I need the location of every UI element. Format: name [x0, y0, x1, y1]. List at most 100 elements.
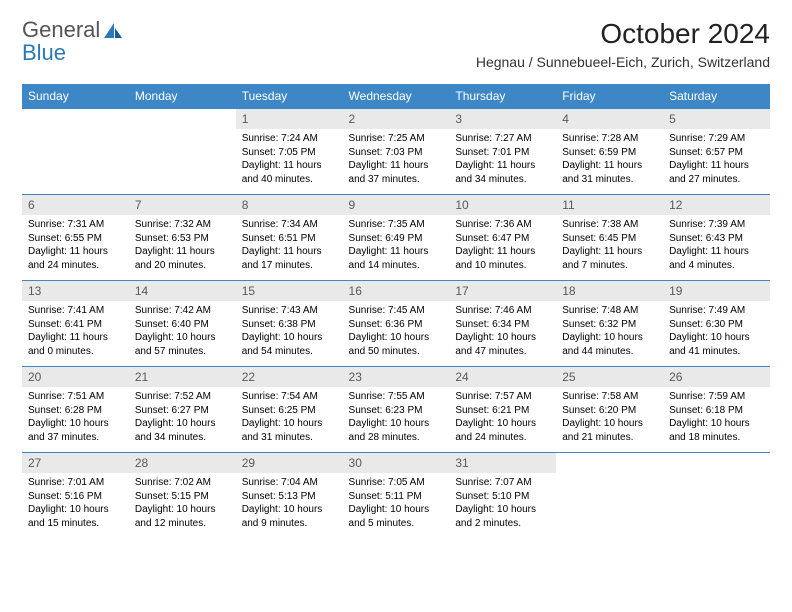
- sunrise-text: Sunrise: 7:54 AM: [242, 390, 337, 404]
- sunset-text: Sunset: 6:53 PM: [135, 232, 230, 246]
- sunset-text: Sunset: 7:01 PM: [455, 146, 550, 160]
- calendar-day-cell: [556, 453, 663, 539]
- day-number: 4: [556, 109, 663, 129]
- sunrise-text: Sunrise: 7:43 AM: [242, 304, 337, 318]
- daylight-text: Daylight: 11 hours and 31 minutes.: [562, 159, 657, 186]
- sunrise-text: Sunrise: 7:01 AM: [28, 476, 123, 490]
- sunrise-text: Sunrise: 7:29 AM: [669, 132, 764, 146]
- sunset-text: Sunset: 6:43 PM: [669, 232, 764, 246]
- sunrise-text: Sunrise: 7:27 AM: [455, 132, 550, 146]
- weekday-header: Thursday: [449, 84, 556, 109]
- sunset-text: Sunset: 6:36 PM: [349, 318, 444, 332]
- day-details: Sunrise: 7:43 AMSunset: 6:38 PMDaylight:…: [236, 301, 343, 362]
- daylight-text: Daylight: 10 hours and 31 minutes.: [242, 417, 337, 444]
- sunrise-text: Sunrise: 7:24 AM: [242, 132, 337, 146]
- calendar-day-cell: [663, 453, 770, 539]
- daylight-text: Daylight: 10 hours and 41 minutes.: [669, 331, 764, 358]
- calendar-day-cell: 29Sunrise: 7:04 AMSunset: 5:13 PMDayligh…: [236, 453, 343, 539]
- day-details: Sunrise: 7:42 AMSunset: 6:40 PMDaylight:…: [129, 301, 236, 362]
- day-details: Sunrise: 7:35 AMSunset: 6:49 PMDaylight:…: [343, 215, 450, 276]
- day-details: Sunrise: 7:04 AMSunset: 5:13 PMDaylight:…: [236, 473, 343, 534]
- day-details: Sunrise: 7:01 AMSunset: 5:16 PMDaylight:…: [22, 473, 129, 534]
- calendar-day-cell: 25Sunrise: 7:58 AMSunset: 6:20 PMDayligh…: [556, 367, 663, 453]
- calendar-table: SundayMondayTuesdayWednesdayThursdayFrid…: [22, 84, 770, 539]
- day-details: Sunrise: 7:34 AMSunset: 6:51 PMDaylight:…: [236, 215, 343, 276]
- month-title: October 2024: [476, 18, 770, 50]
- sunset-text: Sunset: 6:32 PM: [562, 318, 657, 332]
- day-details: Sunrise: 7:32 AMSunset: 6:53 PMDaylight:…: [129, 215, 236, 276]
- day-number: 8: [236, 195, 343, 215]
- sunset-text: Sunset: 6:18 PM: [669, 404, 764, 418]
- calendar-day-cell: 30Sunrise: 7:05 AMSunset: 5:11 PMDayligh…: [343, 453, 450, 539]
- logo: GeneralBlue: [22, 18, 125, 64]
- calendar-day-cell: 21Sunrise: 7:52 AMSunset: 6:27 PMDayligh…: [129, 367, 236, 453]
- weekday-header: Monday: [129, 84, 236, 109]
- daylight-text: Daylight: 11 hours and 10 minutes.: [455, 245, 550, 272]
- sunset-text: Sunset: 7:03 PM: [349, 146, 444, 160]
- sunset-text: Sunset: 6:25 PM: [242, 404, 337, 418]
- day-details: Sunrise: 7:27 AMSunset: 7:01 PMDaylight:…: [449, 129, 556, 190]
- day-number: 22: [236, 367, 343, 387]
- sunrise-text: Sunrise: 7:25 AM: [349, 132, 444, 146]
- daylight-text: Daylight: 11 hours and 7 minutes.: [562, 245, 657, 272]
- sunrise-text: Sunrise: 7:02 AM: [135, 476, 230, 490]
- day-number: 25: [556, 367, 663, 387]
- day-details: Sunrise: 7:24 AMSunset: 7:05 PMDaylight:…: [236, 129, 343, 190]
- logo-sail-icon: [103, 17, 125, 42]
- calendar-week-row: 20Sunrise: 7:51 AMSunset: 6:28 PMDayligh…: [22, 367, 770, 453]
- calendar-day-cell: 16Sunrise: 7:45 AMSunset: 6:36 PMDayligh…: [343, 281, 450, 367]
- calendar-day-cell: 23Sunrise: 7:55 AMSunset: 6:23 PMDayligh…: [343, 367, 450, 453]
- weekday-header: Tuesday: [236, 84, 343, 109]
- daylight-text: Daylight: 10 hours and 5 minutes.: [349, 503, 444, 530]
- sunset-text: Sunset: 7:05 PM: [242, 146, 337, 160]
- sunset-text: Sunset: 6:20 PM: [562, 404, 657, 418]
- calendar-week-row: 1Sunrise: 7:24 AMSunset: 7:05 PMDaylight…: [22, 109, 770, 195]
- day-number: 16: [343, 281, 450, 301]
- sunrise-text: Sunrise: 7:52 AM: [135, 390, 230, 404]
- day-details: Sunrise: 7:59 AMSunset: 6:18 PMDaylight:…: [663, 387, 770, 448]
- calendar-day-cell: 6Sunrise: 7:31 AMSunset: 6:55 PMDaylight…: [22, 195, 129, 281]
- sunrise-text: Sunrise: 7:55 AM: [349, 390, 444, 404]
- calendar-day-cell: 7Sunrise: 7:32 AMSunset: 6:53 PMDaylight…: [129, 195, 236, 281]
- day-details: Sunrise: 7:07 AMSunset: 5:10 PMDaylight:…: [449, 473, 556, 534]
- day-number: 30: [343, 453, 450, 473]
- day-details: Sunrise: 7:39 AMSunset: 6:43 PMDaylight:…: [663, 215, 770, 276]
- calendar-day-cell: 14Sunrise: 7:42 AMSunset: 6:40 PMDayligh…: [129, 281, 236, 367]
- calendar-day-cell: 31Sunrise: 7:07 AMSunset: 5:10 PMDayligh…: [449, 453, 556, 539]
- calendar-day-cell: 8Sunrise: 7:34 AMSunset: 6:51 PMDaylight…: [236, 195, 343, 281]
- sunrise-text: Sunrise: 7:36 AM: [455, 218, 550, 232]
- weekday-header: Friday: [556, 84, 663, 109]
- sunset-text: Sunset: 5:10 PM: [455, 490, 550, 504]
- daylight-text: Daylight: 10 hours and 50 minutes.: [349, 331, 444, 358]
- calendar-day-cell: [129, 109, 236, 195]
- day-details: Sunrise: 7:41 AMSunset: 6:41 PMDaylight:…: [22, 301, 129, 362]
- daylight-text: Daylight: 10 hours and 15 minutes.: [28, 503, 123, 530]
- day-details: Sunrise: 7:57 AMSunset: 6:21 PMDaylight:…: [449, 387, 556, 448]
- calendar-day-cell: 15Sunrise: 7:43 AMSunset: 6:38 PMDayligh…: [236, 281, 343, 367]
- calendar-day-cell: 11Sunrise: 7:38 AMSunset: 6:45 PMDayligh…: [556, 195, 663, 281]
- logo-word1: General: [22, 17, 100, 42]
- sunrise-text: Sunrise: 7:07 AM: [455, 476, 550, 490]
- day-number: 28: [129, 453, 236, 473]
- sunset-text: Sunset: 6:55 PM: [28, 232, 123, 246]
- day-number: 27: [22, 453, 129, 473]
- sunrise-text: Sunrise: 7:39 AM: [669, 218, 764, 232]
- calendar-day-cell: 1Sunrise: 7:24 AMSunset: 7:05 PMDaylight…: [236, 109, 343, 195]
- weekday-header-row: SundayMondayTuesdayWednesdayThursdayFrid…: [22, 84, 770, 109]
- day-number: 23: [343, 367, 450, 387]
- sunrise-text: Sunrise: 7:57 AM: [455, 390, 550, 404]
- daylight-text: Daylight: 10 hours and 24 minutes.: [455, 417, 550, 444]
- day-number: 1: [236, 109, 343, 129]
- sunset-text: Sunset: 6:51 PM: [242, 232, 337, 246]
- sunrise-text: Sunrise: 7:48 AM: [562, 304, 657, 318]
- sunrise-text: Sunrise: 7:32 AM: [135, 218, 230, 232]
- sunset-text: Sunset: 5:15 PM: [135, 490, 230, 504]
- day-number: 31: [449, 453, 556, 473]
- calendar-week-row: 13Sunrise: 7:41 AMSunset: 6:41 PMDayligh…: [22, 281, 770, 367]
- calendar-body: 1Sunrise: 7:24 AMSunset: 7:05 PMDaylight…: [22, 109, 770, 539]
- calendar-day-cell: 24Sunrise: 7:57 AMSunset: 6:21 PMDayligh…: [449, 367, 556, 453]
- sunrise-text: Sunrise: 7:34 AM: [242, 218, 337, 232]
- day-number: 12: [663, 195, 770, 215]
- day-number: 14: [129, 281, 236, 301]
- header: GeneralBlue October 2024 Hegnau / Sunneb…: [22, 18, 770, 70]
